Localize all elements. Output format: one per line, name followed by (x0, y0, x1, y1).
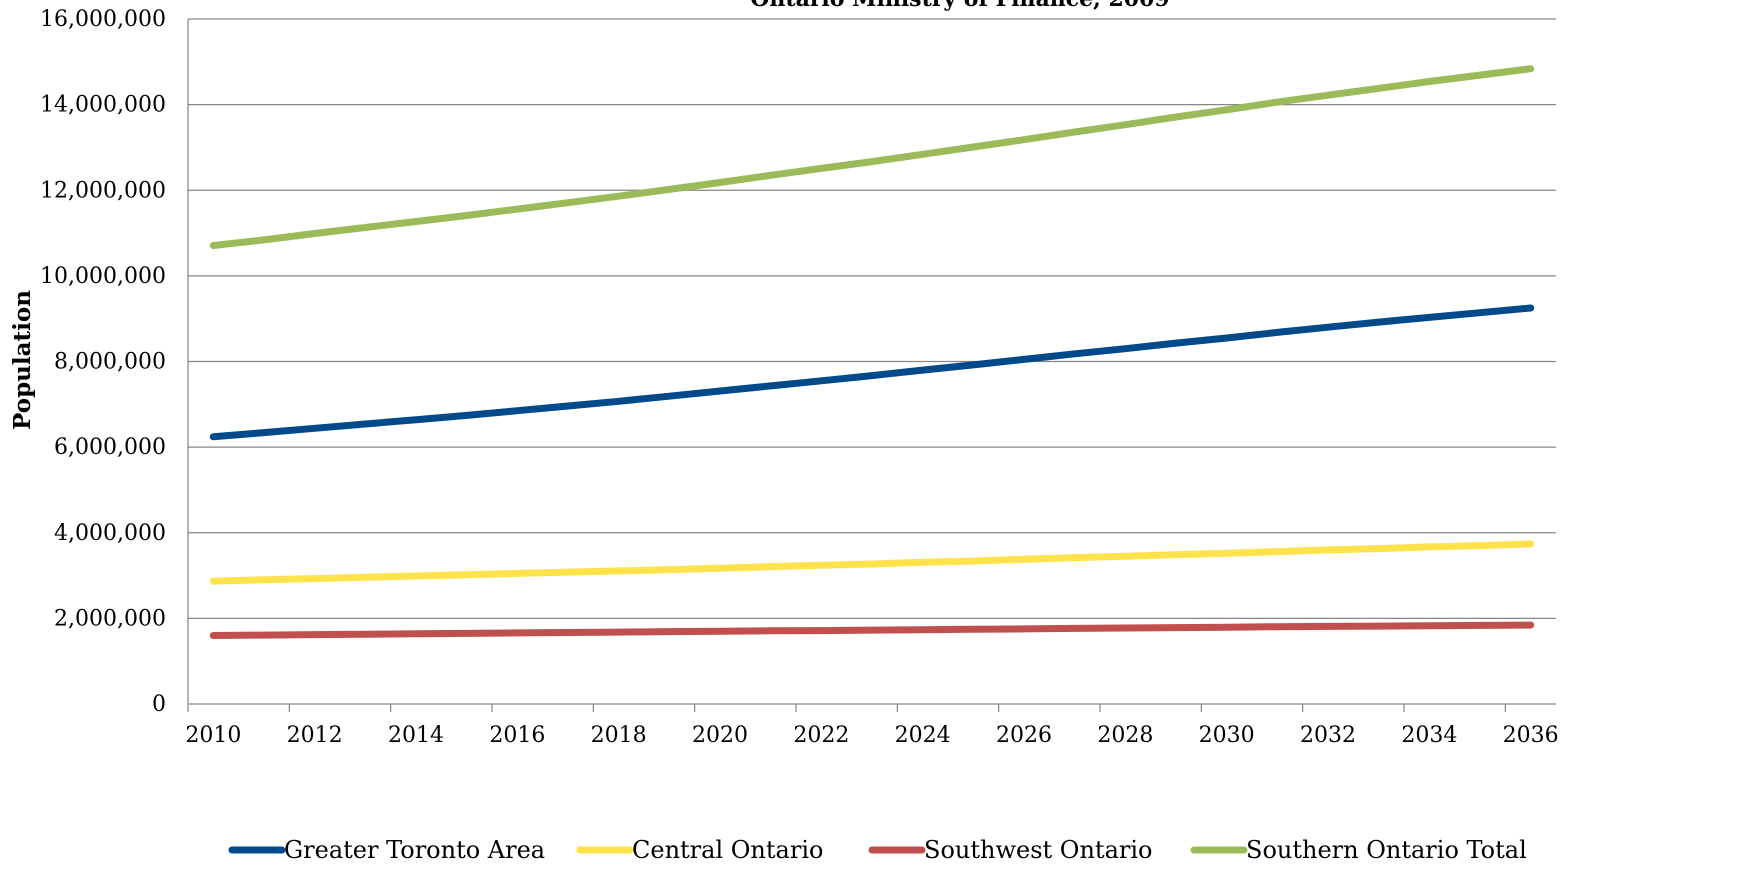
series-line-greater-toronto-area (209, 304, 1535, 441)
x-tick-label: 2034 (1401, 723, 1457, 748)
x-tick-label: 2014 (388, 723, 444, 748)
x-tick-label: 2028 (1097, 723, 1153, 748)
x-tick-label: 2016 (489, 723, 545, 748)
x-tick-label: 2020 (692, 723, 748, 748)
series-line-central-ontario (209, 540, 1535, 585)
y-axis-label: Population (9, 290, 36, 430)
x-tick-label: 2024 (895, 723, 951, 748)
y-tick-label: 8,000,000 (54, 350, 166, 375)
legend-label: Central Ontario (632, 836, 823, 864)
legend-label: Southwest Ontario (924, 836, 1152, 864)
y-tick-label: 4,000,000 (54, 521, 166, 546)
x-tick-label: 2022 (793, 723, 849, 748)
x-tick-label: 2012 (287, 723, 343, 748)
y-tick-label: 6,000,000 (54, 435, 166, 460)
legend-label: Greater Toronto Area (284, 836, 545, 864)
legend-label: Southern Ontario Total (1246, 836, 1527, 864)
x-tick-label: 2010 (185, 723, 241, 748)
x-tick-label: 2036 (1503, 723, 1559, 748)
y-tick-labels: 0 2,000,000 4,000,000 6,000,000 8,000,000 10,… (40, 7, 166, 717)
x-tick-label: 2032 (1300, 723, 1356, 748)
y-tick-label: 2,000,000 (54, 606, 166, 631)
gridlines (188, 18, 1556, 619)
axes (187, 19, 1556, 712)
series-line-southwest-ontario (209, 621, 1535, 639)
y-tick-label: 16,000,000 (40, 7, 166, 32)
chart-title: Ontario Ministry of Finance, 2009 (750, 0, 1169, 12)
y-tick-label: 10,000,000 (40, 264, 166, 289)
y-tick-label: 14,000,000 (40, 93, 166, 118)
x-tick-label: 2030 (1199, 723, 1255, 748)
y-tick-label: 12,000,000 (40, 178, 166, 203)
series-line-southern-ontario-total (209, 65, 1535, 249)
x-tick-label: 2026 (996, 723, 1052, 748)
x-tick-label: 2018 (591, 723, 647, 748)
x-tick-labels: 2010 2012 2014 2016 2018 2020 2022 2024 2026 2028… (185, 723, 1558, 748)
legend: Greater Toronto Area Central Ontario South… (228, 836, 1527, 864)
y-tick-label: 0 (152, 692, 166, 717)
series-lines (209, 65, 1535, 639)
